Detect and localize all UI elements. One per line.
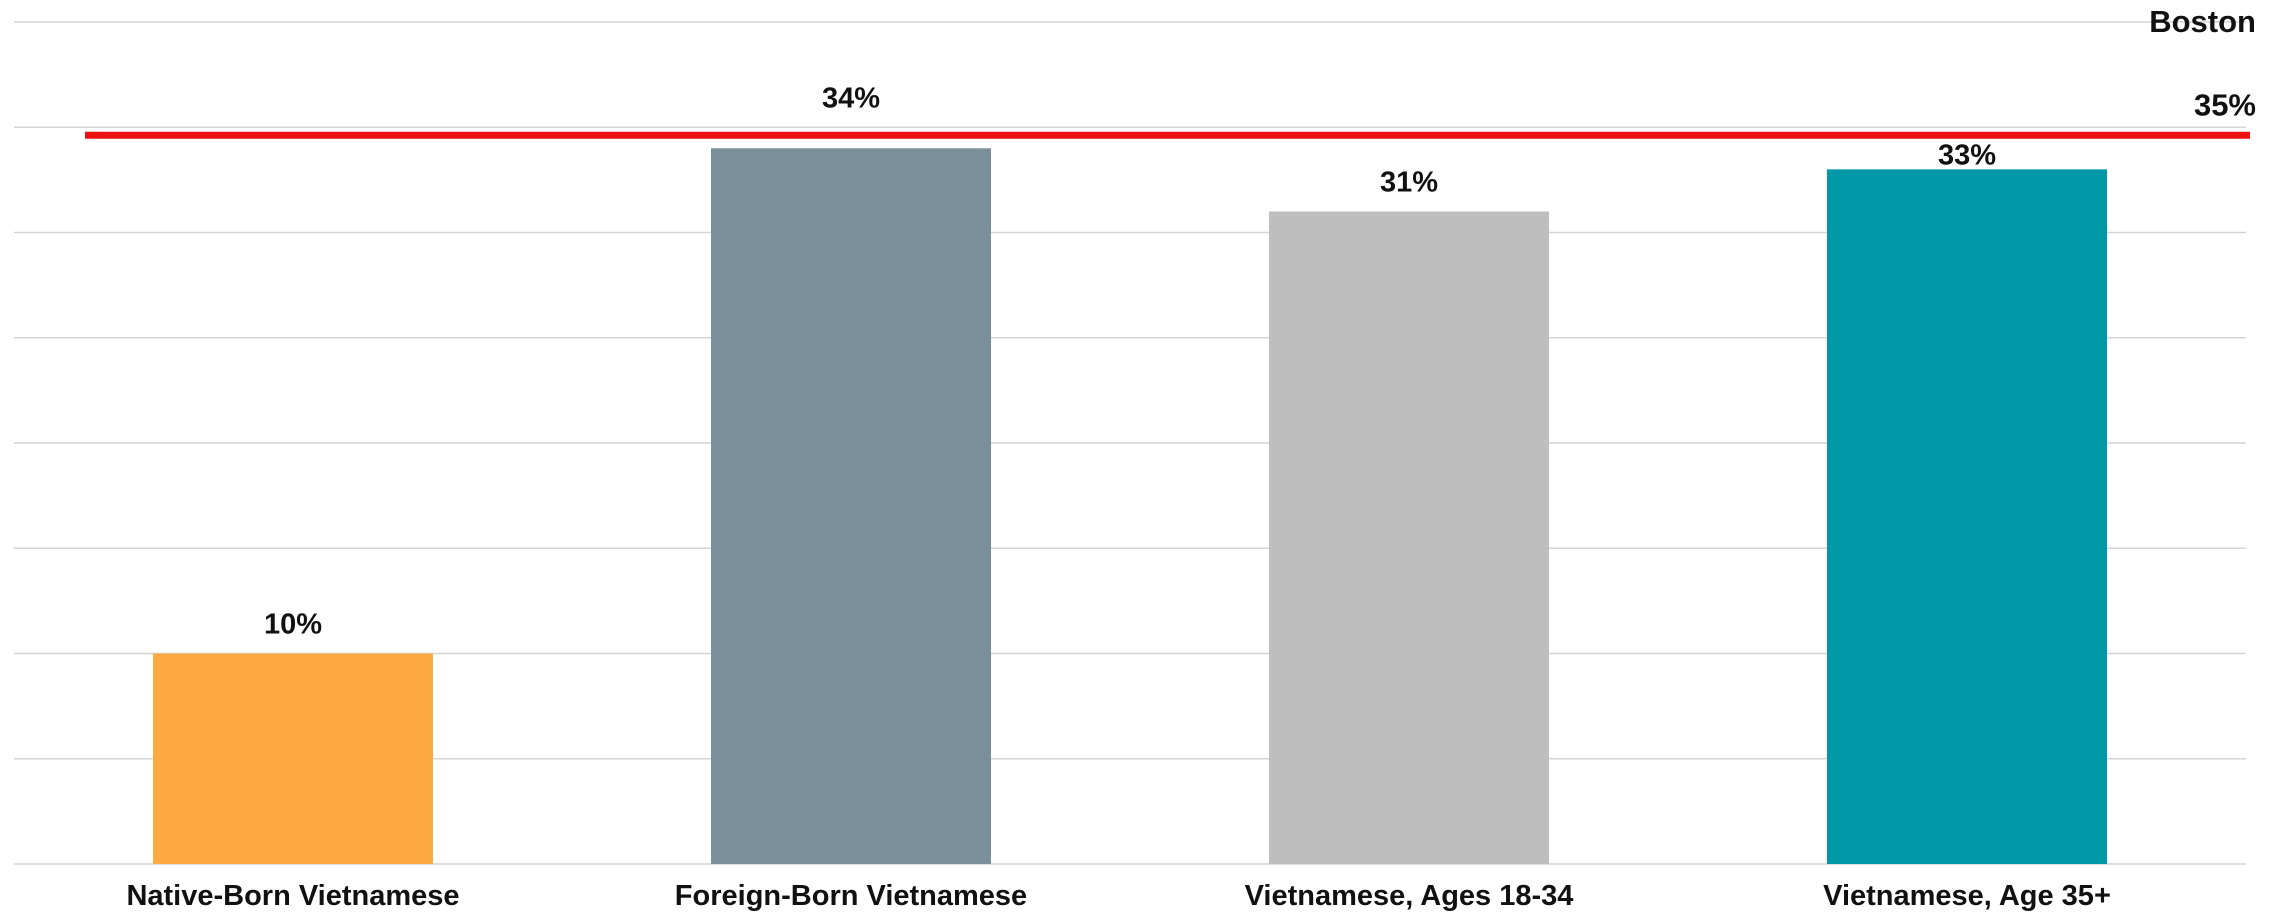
- bar-value-label: 10%: [264, 609, 322, 641]
- bar: [1269, 211, 1549, 864]
- data-labels: 10% 34% 31% 33%: [264, 82, 1996, 640]
- bars: [153, 148, 2107, 865]
- x-tick-label: Vietnamese, Age 35+: [1823, 880, 2111, 912]
- bar-value-label: 33%: [1938, 139, 1996, 171]
- bar-value-label: 31%: [1380, 166, 1438, 198]
- reference-line-value-label: 35%: [2194, 87, 2256, 122]
- x-tick-label: Foreign-Born Vietnamese: [675, 880, 1027, 912]
- bar: [1827, 169, 2107, 865]
- bar: [711, 148, 991, 865]
- x-tick-label: Native-Born Vietnamese: [126, 880, 459, 912]
- x-axis-tick-labels: Native-Born Vietnamese Foreign-Born Vietn…: [126, 880, 2110, 912]
- x-tick-label: Vietnamese, Ages 18-34: [1245, 880, 1574, 912]
- bar-value-label: 34%: [822, 82, 880, 114]
- bar: [153, 653, 433, 864]
- reference-line-name: Boston: [2149, 4, 2256, 39]
